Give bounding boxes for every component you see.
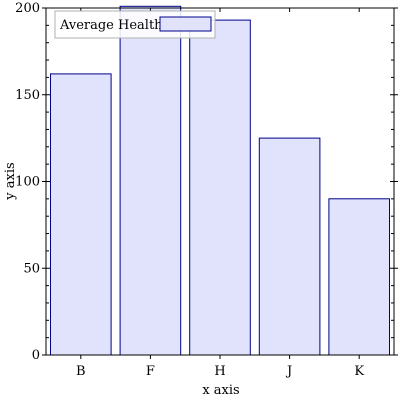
y-tick-label: 50 (23, 261, 40, 276)
x-tick-label: K (354, 364, 364, 379)
bar-J (258, 137, 321, 356)
x-tick-label: J (285, 364, 292, 379)
y-tick-label: 200 (15, 1, 40, 16)
x-tick-label: F (146, 364, 155, 379)
ticks-group: 0 50 100 150 200 B F H J K (15, 1, 398, 379)
legend: Average Health (54, 10, 216, 39)
bar-K (328, 198, 390, 356)
bar-B (50, 73, 112, 356)
bar-F (119, 5, 182, 356)
x-tick-label: H (214, 364, 225, 379)
bars-group (50, 5, 390, 356)
y-tick-label: 150 (15, 88, 40, 103)
y-tick-label: 100 (15, 175, 40, 190)
bar-H (189, 19, 251, 356)
y-axis-label: y axis (3, 162, 18, 200)
x-tick-label: B (76, 364, 86, 379)
x-axis-label: x axis (202, 383, 239, 398)
legend-label: Average Health (59, 18, 163, 33)
legend-swatch (159, 16, 212, 32)
y-tick-label: 0 (32, 348, 40, 363)
